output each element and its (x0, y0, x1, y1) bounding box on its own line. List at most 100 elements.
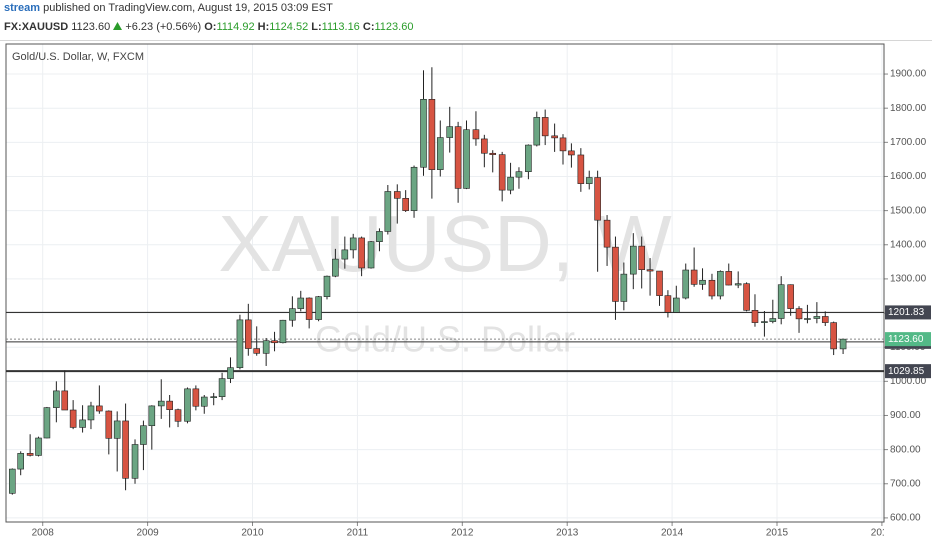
candle-body (8, 468, 16, 494)
candle-body (245, 319, 252, 349)
candle-body (656, 270, 663, 296)
header: stream published on TradingView.com, Aug… (0, 0, 932, 41)
level-tag (885, 305, 931, 320)
candle-body (297, 297, 305, 309)
low-label: L: (311, 21, 322, 33)
x-tick-label: 2012 (451, 528, 474, 539)
candle-body (830, 322, 837, 350)
candle-body (349, 237, 357, 251)
candle-body (69, 409, 77, 428)
candle-body (105, 410, 113, 439)
level-tag (885, 364, 931, 379)
candle-body (551, 135, 558, 139)
candle-body (332, 258, 339, 277)
candle-body (192, 388, 200, 407)
candle-body (17, 453, 24, 470)
candle-body (157, 400, 165, 407)
candle-body (638, 245, 645, 270)
watermark-sub: Gold/U.S. Dollar (315, 319, 575, 360)
candle-body (253, 348, 261, 354)
candle-body (367, 241, 375, 269)
last-price-label: 1123.60 (888, 334, 924, 345)
candle-body (646, 269, 654, 272)
author[interactable]: stream (4, 2, 41, 14)
candle-body (717, 271, 724, 297)
candle-body (769, 318, 777, 322)
candle-body (43, 407, 51, 439)
candle-body (35, 437, 42, 456)
x-tick-label: 2016 (871, 528, 894, 539)
last: 1123.60 (71, 21, 111, 33)
high-label: H: (257, 21, 270, 33)
candle-body (839, 338, 847, 350)
candle-body (525, 144, 532, 172)
close: 1123.60 (374, 21, 414, 33)
up-arrow (113, 22, 123, 30)
y-tick-label: 1900.00 (890, 69, 927, 80)
candle-body (603, 219, 611, 248)
y-tick-label: 600.00 (890, 513, 921, 524)
candle-body (813, 316, 821, 319)
close-label: C: (362, 21, 375, 33)
quote-line: FX:XAUUSD 1123.60 +6.23 (+0.56%) O:1114.… (4, 21, 413, 33)
candle-body (148, 405, 156, 427)
last-price-tag (885, 332, 931, 347)
candle-body (236, 319, 244, 368)
candle-body (358, 237, 365, 269)
candle-body (463, 129, 470, 189)
candle-body (664, 295, 672, 313)
candle-body (166, 400, 173, 410)
candle-body (184, 388, 191, 422)
candle-body (629, 245, 637, 275)
candle-body (393, 191, 401, 199)
published: published on TradingView.com, August 19,… (43, 2, 333, 14)
candle-body (725, 271, 733, 286)
candle-body (515, 171, 523, 178)
y-tick-label: 1700.00 (890, 137, 927, 148)
candle-body (305, 297, 313, 320)
y-tick-label: 1000.00 (890, 376, 927, 387)
candle-body (113, 420, 121, 439)
candle-body (568, 150, 575, 156)
x-tick-label: 2010 (241, 528, 264, 539)
candle-body (436, 137, 444, 170)
candle-body (585, 177, 593, 184)
candle-body (533, 117, 541, 146)
candle-body (787, 284, 794, 309)
y-tick-label: 1500.00 (890, 205, 927, 216)
symbol: FX:XAUUSD (4, 21, 69, 33)
candle-body (174, 409, 182, 422)
y-tick-label: 1600.00 (890, 171, 927, 182)
y-tick-label: 800.00 (890, 444, 921, 455)
candle-body (376, 231, 383, 242)
candle-body (271, 340, 278, 344)
candle-body (690, 269, 698, 285)
candle-body (428, 99, 436, 170)
candle-body (761, 321, 768, 323)
chart-title: Gold/U.S. Dollar, W, FXCM (12, 51, 144, 63)
y-tick-label: 1300.00 (890, 274, 927, 285)
candle-body (804, 318, 811, 320)
candle-body (96, 405, 103, 412)
candle-body (821, 316, 829, 323)
candle-body (559, 137, 567, 152)
candle-body (384, 191, 392, 232)
x-tick-label: 2011 (347, 528, 369, 539)
candle-body (612, 246, 619, 302)
candle-body (315, 296, 322, 320)
candle-body (699, 279, 706, 285)
candle-body (708, 279, 716, 297)
candle-body (454, 126, 462, 189)
level-label: 1201.83 (888, 307, 925, 318)
candle-body (481, 138, 488, 154)
plot-frame (5, 43, 885, 523)
candle-body (489, 152, 497, 155)
candle-body (26, 453, 34, 456)
chart: 2008 2009 2010 2011 2012 2013 2014 2015 2016 600.… (5, 43, 931, 539)
x-tick-label: 2009 (136, 528, 159, 539)
candle-body (498, 154, 506, 191)
candle-body (446, 126, 454, 138)
high: 1124.52 (269, 21, 309, 33)
y-tick-label: 700.00 (890, 478, 921, 489)
